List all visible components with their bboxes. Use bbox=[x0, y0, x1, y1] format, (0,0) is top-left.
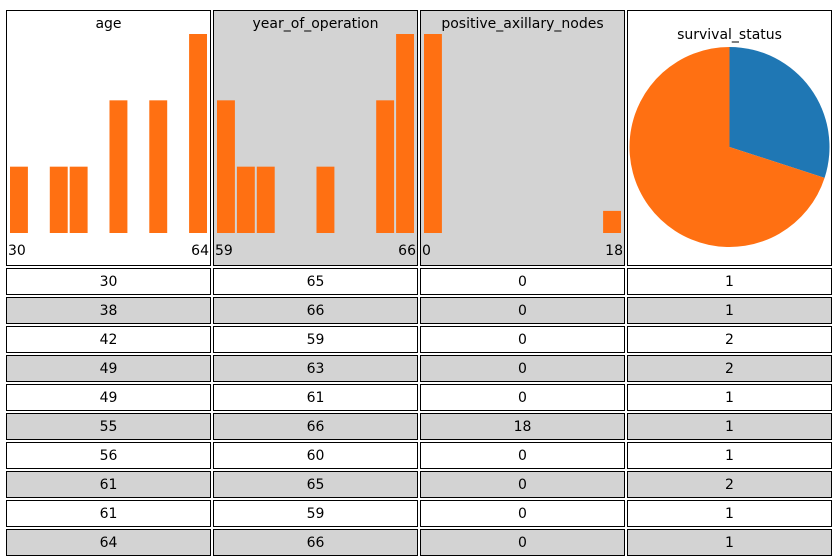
table-row: 56 60 0 1 bbox=[6, 442, 832, 469]
table-cell: 49 bbox=[6, 384, 211, 411]
table-cell: 0 bbox=[420, 355, 625, 382]
table-cell: 0 bbox=[420, 500, 625, 527]
table-cell: 66 bbox=[213, 413, 418, 440]
table-cell: 56 bbox=[6, 442, 211, 469]
column-title: year_of_operation bbox=[253, 16, 379, 32]
table-cell: 0 bbox=[420, 384, 625, 411]
table-cell: 0 bbox=[420, 268, 625, 295]
table-cell: 0 bbox=[420, 471, 625, 498]
header-cell: age 30 64 bbox=[6, 10, 211, 266]
table-cell: 38 bbox=[6, 297, 211, 324]
header-cell: survival_status bbox=[627, 10, 832, 266]
column-title: age bbox=[95, 16, 121, 32]
table-row: 42 59 0 2 bbox=[6, 326, 832, 353]
histogram-bar bbox=[603, 210, 622, 233]
table-row: 61 59 0 1 bbox=[6, 500, 832, 527]
table-cell: 65 bbox=[213, 471, 418, 498]
table-cell: 59 bbox=[213, 500, 418, 527]
range-max: 64 bbox=[191, 243, 209, 259]
column-summary: age 30 64 bbox=[8, 16, 209, 259]
table-cell: 1 bbox=[627, 500, 832, 527]
histogram-bar bbox=[109, 100, 128, 233]
table-cell: 61 bbox=[213, 384, 418, 411]
histogram-bar bbox=[216, 100, 235, 233]
table-row: 30 65 0 1 bbox=[6, 268, 832, 295]
table-cell: 1 bbox=[627, 413, 832, 440]
table-cell: 42 bbox=[6, 326, 211, 353]
range-min: 30 bbox=[8, 243, 26, 259]
column-summary: survival_status bbox=[629, 27, 830, 247]
header-row: age 30 64 year_of_operation 59 66 positive_axi… bbox=[6, 10, 832, 266]
histogram-bar bbox=[316, 166, 335, 233]
table-cell: 49 bbox=[6, 355, 211, 382]
table-row: 38 66 0 1 bbox=[6, 297, 832, 324]
pie-slice bbox=[629, 47, 825, 247]
histogram-bar bbox=[396, 34, 415, 233]
table-cell: 61 bbox=[6, 471, 211, 498]
table-cell: 60 bbox=[213, 442, 418, 469]
table-cell: 0 bbox=[420, 442, 625, 469]
table-cell: 66 bbox=[213, 297, 418, 324]
histogram-bar bbox=[69, 166, 88, 233]
table-cell: 63 bbox=[213, 355, 418, 382]
histogram-bar bbox=[376, 100, 395, 233]
table-cell: 1 bbox=[627, 384, 832, 411]
data-table: age 30 64 year_of_operation 59 66 positive_axi… bbox=[4, 8, 834, 558]
table-cell: 30 bbox=[6, 268, 211, 295]
table-cell: 59 bbox=[213, 326, 418, 353]
range-min: 59 bbox=[215, 243, 233, 259]
table-cell: 0 bbox=[420, 297, 625, 324]
column-title: positive_axillary_nodes bbox=[441, 16, 603, 32]
column-summary: positive_axillary_nodes 0 18 bbox=[422, 16, 623, 259]
histogram-bar bbox=[9, 166, 28, 233]
table-cell: 61 bbox=[6, 500, 211, 527]
table-row: 55 66 18 1 bbox=[6, 413, 832, 440]
header-cell: positive_axillary_nodes 0 18 bbox=[420, 10, 625, 266]
histogram-bar bbox=[256, 166, 275, 233]
pie-slice bbox=[729, 47, 830, 178]
table-cell: 2 bbox=[627, 471, 832, 498]
table-cell: 0 bbox=[420, 326, 625, 353]
table-row: 61 65 0 2 bbox=[6, 471, 832, 498]
table-cell: 1 bbox=[627, 268, 832, 295]
histogram-bar bbox=[49, 166, 68, 233]
histogram-bar bbox=[423, 34, 442, 233]
table-row: 49 63 0 2 bbox=[6, 355, 832, 382]
histogram-bar bbox=[236, 166, 255, 233]
table-cell: 1 bbox=[627, 297, 832, 324]
table-cell: 55 bbox=[6, 413, 211, 440]
table-cell: 65 bbox=[213, 268, 418, 295]
table-cell: 2 bbox=[627, 355, 832, 382]
table-cell: 18 bbox=[420, 413, 625, 440]
table-body: age 30 64 year_of_operation 59 66 positive_axi… bbox=[6, 10, 832, 556]
table-row: 49 61 0 1 bbox=[6, 384, 832, 411]
histogram-bar bbox=[149, 100, 168, 233]
histogram-bar bbox=[189, 34, 208, 233]
range-max: 66 bbox=[398, 243, 416, 259]
column-title: survival_status bbox=[677, 27, 782, 43]
range-max: 18 bbox=[605, 243, 623, 259]
table-cell: 1 bbox=[627, 442, 832, 469]
column-summary: year_of_operation 59 66 bbox=[215, 16, 416, 259]
header-cell: year_of_operation 59 66 bbox=[213, 10, 418, 266]
range-min: 0 bbox=[422, 243, 431, 259]
table-cell: 2 bbox=[627, 326, 832, 353]
